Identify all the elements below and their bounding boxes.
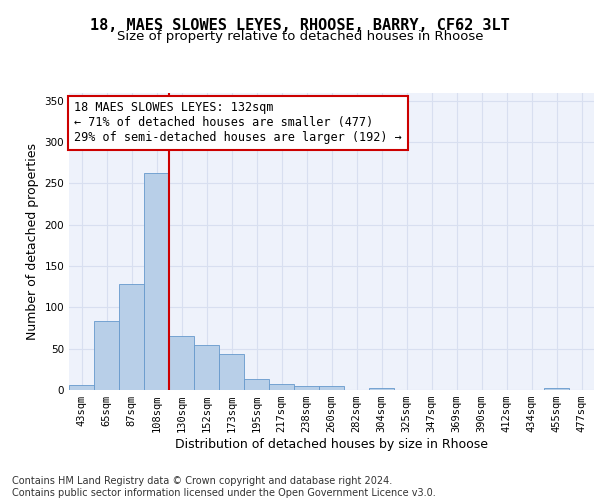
Text: 18 MAES SLOWES LEYES: 132sqm
← 71% of detached houses are smaller (477)
29% of s: 18 MAES SLOWES LEYES: 132sqm ← 71% of de… [74, 102, 402, 144]
Bar [69, 385, 94, 390]
Bar [369, 388, 394, 390]
Bar [269, 384, 294, 390]
Bar [544, 388, 569, 390]
Bar [119, 284, 144, 390]
Bar [94, 322, 119, 390]
Y-axis label: Number of detached properties: Number of detached properties [26, 143, 39, 340]
Bar [144, 172, 169, 390]
Text: Contains HM Land Registry data © Crown copyright and database right 2024.
Contai: Contains HM Land Registry data © Crown c… [12, 476, 436, 498]
X-axis label: Distribution of detached houses by size in Rhoose: Distribution of detached houses by size … [175, 438, 488, 451]
Bar [244, 380, 269, 390]
Bar [219, 354, 244, 390]
Text: 18, MAES SLOWES LEYES, RHOOSE, BARRY, CF62 3LT: 18, MAES SLOWES LEYES, RHOOSE, BARRY, CF… [90, 18, 510, 32]
Bar [319, 386, 344, 390]
Bar [169, 336, 194, 390]
Bar [194, 344, 219, 390]
Text: Size of property relative to detached houses in Rhoose: Size of property relative to detached ho… [117, 30, 483, 43]
Bar [294, 386, 319, 390]
